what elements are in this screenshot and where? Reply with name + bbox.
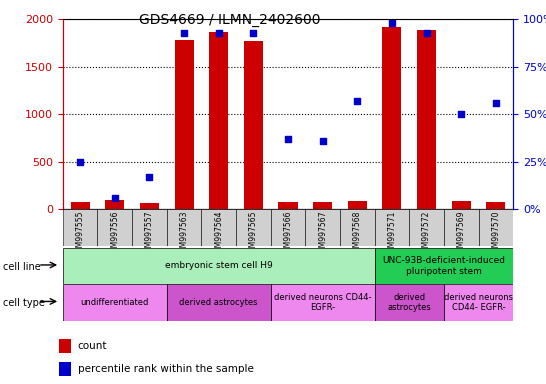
- Text: embryonic stem cell H9: embryonic stem cell H9: [165, 262, 272, 270]
- Text: cell line: cell line: [3, 262, 40, 272]
- Bar: [236, 209, 271, 246]
- Bar: [132, 209, 167, 246]
- Text: GSM997570: GSM997570: [491, 210, 501, 257]
- Point: [76, 159, 85, 165]
- Bar: [313, 202, 332, 209]
- Text: undifferentiated: undifferentiated: [81, 298, 149, 307]
- Bar: [410, 209, 444, 246]
- Text: derived astrocytes: derived astrocytes: [180, 298, 258, 307]
- Text: GSM997555: GSM997555: [75, 210, 85, 257]
- Bar: [244, 41, 263, 209]
- Point: [388, 20, 396, 26]
- Bar: [444, 209, 479, 246]
- Bar: [479, 209, 513, 246]
- Text: derived
astrocytes: derived astrocytes: [388, 293, 431, 312]
- Point: [318, 138, 327, 144]
- Bar: [444, 284, 513, 321]
- Point: [284, 136, 293, 142]
- Bar: [278, 202, 298, 209]
- Text: GSM997568: GSM997568: [353, 210, 362, 257]
- Text: GSM997564: GSM997564: [214, 210, 223, 257]
- Bar: [167, 284, 271, 321]
- Bar: [375, 209, 410, 246]
- Text: GSM997571: GSM997571: [388, 210, 396, 257]
- Bar: [340, 209, 375, 246]
- Text: GSM997572: GSM997572: [422, 210, 431, 257]
- Bar: [140, 203, 159, 209]
- Point: [145, 174, 154, 180]
- Bar: [105, 200, 124, 209]
- Text: count: count: [78, 341, 108, 351]
- Bar: [70, 202, 90, 209]
- Text: UNC-93B-deficient-induced
pluripotent stem: UNC-93B-deficient-induced pluripotent st…: [382, 256, 506, 276]
- Text: GSM997567: GSM997567: [318, 210, 327, 257]
- Text: cell type: cell type: [3, 298, 45, 308]
- Bar: [348, 201, 367, 209]
- Text: percentile rank within the sample: percentile rank within the sample: [78, 364, 254, 374]
- Bar: [175, 40, 194, 209]
- Point: [180, 30, 188, 36]
- Point: [457, 111, 466, 118]
- Point: [491, 100, 500, 106]
- Point: [215, 30, 223, 36]
- Bar: [167, 209, 201, 246]
- Bar: [59, 339, 71, 353]
- Bar: [271, 284, 375, 321]
- Text: derived neurons CD44-
EGFR-: derived neurons CD44- EGFR-: [274, 293, 371, 312]
- Point: [249, 30, 258, 36]
- Text: GSM997566: GSM997566: [283, 210, 293, 257]
- Bar: [375, 284, 444, 321]
- Bar: [59, 362, 71, 376]
- Bar: [452, 201, 471, 209]
- Bar: [375, 248, 513, 284]
- Bar: [97, 209, 132, 246]
- Bar: [305, 209, 340, 246]
- Point: [110, 195, 119, 201]
- Bar: [271, 209, 305, 246]
- Bar: [417, 30, 436, 209]
- Text: GSM997565: GSM997565: [249, 210, 258, 257]
- Text: derived neurons
CD44- EGFR-: derived neurons CD44- EGFR-: [444, 293, 513, 312]
- Bar: [63, 209, 97, 246]
- Bar: [209, 31, 228, 209]
- Bar: [486, 202, 506, 209]
- Text: GSM997563: GSM997563: [180, 210, 188, 257]
- Bar: [63, 284, 167, 321]
- Bar: [382, 27, 401, 209]
- Text: GSM997569: GSM997569: [457, 210, 466, 257]
- Bar: [201, 209, 236, 246]
- Bar: [63, 248, 375, 284]
- Text: GSM997556: GSM997556: [110, 210, 119, 257]
- Text: GSM997557: GSM997557: [145, 210, 154, 257]
- Point: [422, 30, 431, 36]
- Text: GDS4669 / ILMN_2402600: GDS4669 / ILMN_2402600: [139, 13, 320, 27]
- Point: [353, 98, 361, 104]
